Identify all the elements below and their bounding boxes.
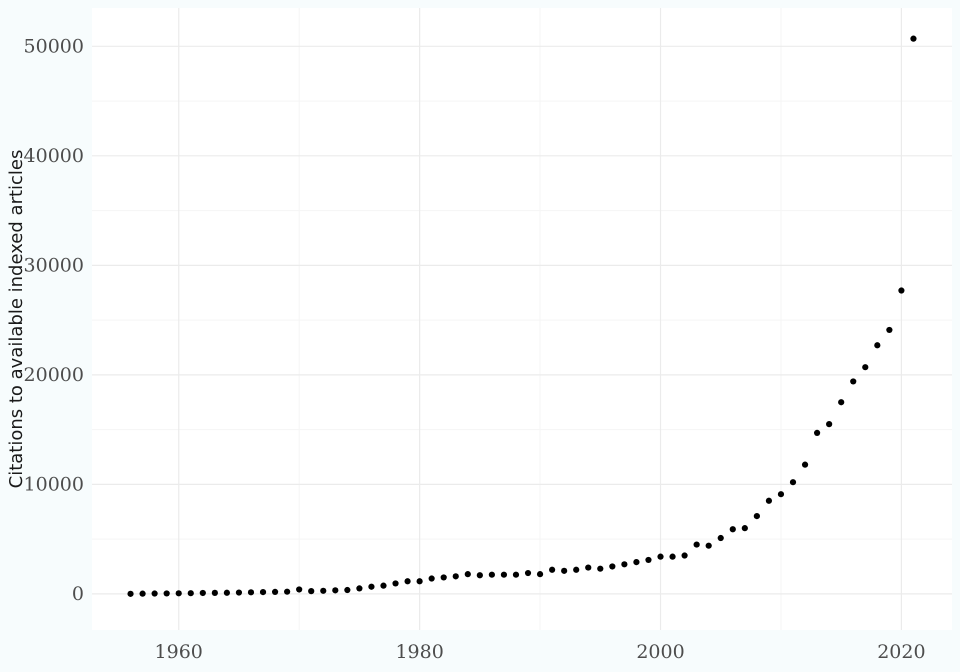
data-point [729,526,736,533]
data-point [296,586,303,593]
data-point [621,561,628,568]
data-point [536,571,544,578]
data-point [476,572,483,579]
data-point [127,590,134,597]
data-point [693,541,700,548]
data-point [549,566,556,573]
data-point [838,399,845,406]
data-point [741,525,748,532]
data-point [235,589,243,596]
y-tick-label: 30000 [24,254,84,276]
data-point [850,378,857,385]
plot-panel [92,8,952,630]
data-point [813,429,821,436]
data-point [175,590,182,597]
data-point [585,564,592,571]
data-point [199,589,206,597]
data-point [681,552,688,559]
y-tick-label: 40000 [24,145,84,167]
data-point [826,421,833,428]
data-point [801,461,809,468]
data-point [428,575,435,582]
data-point [645,556,652,564]
data-point [344,586,351,594]
data-point [705,542,712,549]
y-tick-label: 10000 [24,473,84,495]
data-point [717,534,724,542]
x-tick-label: 1980 [395,641,443,663]
data-point [320,587,327,594]
data-point [524,569,532,577]
data-point [862,364,869,371]
data-point [223,589,231,596]
data-point [464,571,471,578]
data-point [308,588,315,595]
data-point [789,479,797,486]
y-tick-label: 0 [72,583,84,605]
data-point [910,35,917,42]
data-point [211,589,218,596]
y-tick-label: 50000 [24,35,84,57]
data-point [404,578,411,585]
data-point [488,571,495,578]
data-point [163,590,170,597]
data-point [392,580,399,587]
data-point [874,342,881,349]
data-point [247,589,255,596]
data-point [561,567,568,574]
data-point [259,589,267,596]
data-point [284,588,291,595]
data-point [633,559,640,566]
data-point [452,573,459,580]
data-point [886,326,893,334]
data-point [573,566,580,573]
data-point [187,590,194,597]
data-point [356,585,363,592]
data-point [416,578,423,585]
data-point [139,590,146,597]
data-point [500,571,508,578]
data-point [609,563,616,570]
data-point [151,590,158,597]
data-point [777,491,785,498]
data-point [898,287,905,294]
data-point [368,583,375,590]
data-point [271,588,279,595]
data-point [332,587,339,594]
data-point [753,513,760,520]
x-tick-label: 1960 [155,641,203,663]
y-axis-title: Citations to available indexed articles [6,150,27,489]
x-tick-label: 2020 [877,641,925,663]
data-point [765,497,773,504]
x-tick-label: 2000 [636,641,684,663]
data-point [512,571,520,578]
data-point [380,582,387,589]
data-point [597,565,604,572]
data-point [669,553,676,560]
data-point [440,574,447,581]
y-tick-label: 20000 [24,364,84,386]
data-point [657,553,664,560]
